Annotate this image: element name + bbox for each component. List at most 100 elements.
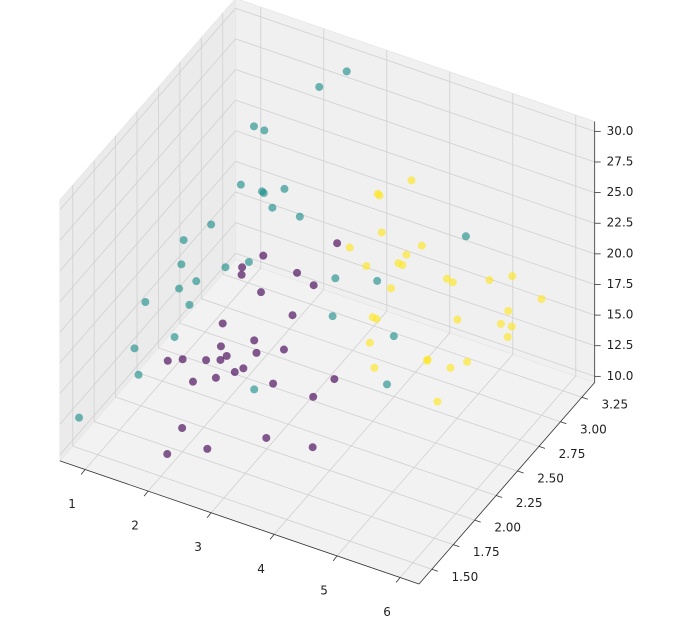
y-tick-label: 1.75 — [473, 545, 500, 559]
point — [178, 355, 187, 364]
point — [239, 364, 248, 373]
point — [207, 220, 216, 229]
point — [315, 82, 324, 91]
point — [402, 250, 411, 259]
point — [163, 356, 172, 365]
x-tick-label: 1 — [68, 497, 76, 511]
point — [372, 315, 381, 324]
point — [453, 315, 462, 324]
point — [244, 257, 253, 266]
point — [211, 373, 220, 382]
z-tick-label: 25.0 — [607, 185, 634, 199]
y-axis — [418, 382, 595, 585]
point — [249, 122, 258, 131]
point — [192, 277, 201, 286]
point — [236, 180, 245, 189]
x-tick-label: 6 — [383, 605, 391, 619]
point — [163, 450, 172, 459]
y-tick-label: 3.25 — [601, 398, 628, 412]
point — [295, 212, 304, 221]
point — [202, 356, 211, 365]
point — [503, 332, 512, 341]
grid-line — [84, 267, 262, 470]
point — [257, 288, 266, 297]
point — [175, 284, 184, 293]
point — [259, 189, 268, 198]
grid-line — [222, 273, 582, 398]
grid-line — [235, 7, 595, 132]
point — [398, 261, 407, 270]
tick-mark — [538, 446, 546, 449]
point — [365, 338, 374, 347]
tick-mark — [581, 396, 588, 400]
point — [250, 336, 259, 345]
point — [178, 423, 187, 432]
point — [377, 228, 386, 237]
point — [328, 312, 337, 321]
point — [130, 344, 139, 353]
z-tick-label: 22.5 — [607, 216, 634, 230]
point — [216, 342, 225, 351]
point — [216, 355, 225, 364]
point — [309, 281, 318, 290]
point — [508, 272, 517, 281]
y-tick-label: 2.75 — [559, 447, 586, 461]
x-axis — [59, 460, 420, 585]
point — [461, 232, 470, 241]
tick-mark — [431, 568, 438, 572]
grid-line — [115, 396, 475, 521]
point — [75, 413, 84, 422]
point — [308, 443, 317, 452]
grid-line — [235, 160, 595, 285]
point — [134, 370, 143, 379]
grid-line — [158, 347, 518, 472]
z-tick-label: 27.5 — [607, 154, 634, 168]
point — [179, 236, 188, 245]
grid-line — [59, 161, 236, 364]
point — [170, 333, 179, 342]
point — [230, 368, 239, 377]
tick-mark — [474, 519, 481, 523]
grid-line — [201, 298, 561, 423]
point — [373, 276, 382, 285]
point — [375, 191, 384, 200]
y-tick-label: 1.50 — [451, 570, 478, 584]
point — [387, 284, 396, 293]
grid-line — [94, 421, 454, 546]
point — [333, 239, 342, 248]
point — [203, 444, 212, 453]
tick-mark — [143, 490, 149, 497]
point — [446, 363, 455, 372]
point — [345, 243, 354, 252]
tick-mark — [332, 555, 338, 562]
grid-line — [210, 310, 388, 513]
grid-line — [59, 69, 236, 272]
z-tick-label: 15.0 — [607, 308, 634, 322]
point — [389, 332, 398, 341]
point — [496, 319, 505, 328]
z-tick-label: 17.5 — [607, 277, 634, 291]
point — [218, 319, 227, 328]
point — [370, 363, 379, 372]
z-tick-label: 10.0 — [607, 369, 634, 383]
y-tick-label: 3.00 — [580, 422, 607, 436]
point — [268, 203, 277, 212]
tick-mark — [496, 495, 503, 498]
grid-line — [59, 191, 236, 394]
grid-line — [235, 222, 595, 347]
grid-line — [235, 130, 595, 255]
point — [141, 298, 150, 307]
grid-line — [72, 445, 432, 570]
point — [238, 263, 247, 272]
grid-line — [235, 38, 595, 163]
grid-line — [59, 252, 236, 456]
y-tick-label: 2.25 — [516, 496, 543, 510]
point — [417, 241, 426, 250]
tick-mark — [517, 470, 524, 474]
grid-line — [59, 99, 236, 302]
point — [407, 176, 416, 185]
grid-line — [235, 69, 595, 193]
left-pane — [59, 0, 236, 462]
point — [504, 307, 513, 316]
grid-line — [59, 130, 236, 333]
